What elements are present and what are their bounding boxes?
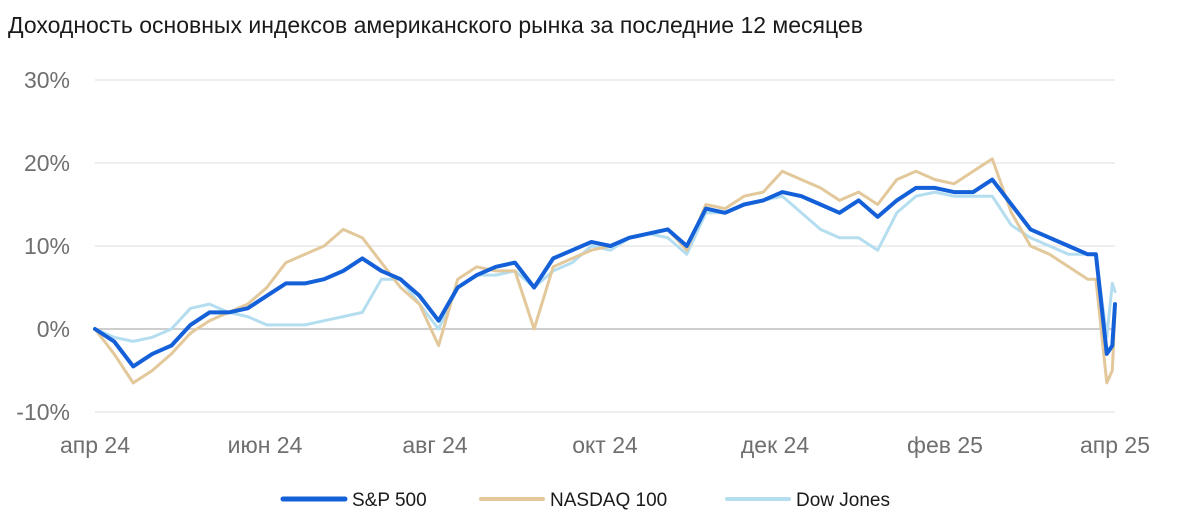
x-tick-label: фев 25 [907, 432, 983, 458]
y-tick-label: 30% [24, 67, 70, 93]
legend-label-nasdaq-100: NASDAQ 100 [550, 490, 667, 511]
x-tick-label: апр 24 [60, 432, 130, 458]
chart-title: Доходность основных индексов американско… [8, 12, 863, 38]
series-lines [93, 157, 1117, 385]
y-tick-label: 10% [24, 233, 70, 259]
y-tick-label: 0% [37, 316, 70, 342]
y-tick-label: -10% [16, 399, 70, 425]
series-line-dow-jones [93, 190, 1117, 343]
series-line-s-p-500 [93, 177, 1117, 369]
x-tick-label: окт 24 [572, 432, 638, 458]
x-tick-label: июн 24 [228, 432, 303, 458]
x-tick-label: апр 25 [1080, 432, 1150, 458]
x-tick-label: дек 24 [741, 432, 809, 458]
y-tick-label: 20% [24, 150, 70, 176]
x-axis-tick-labels: апр 24 июн 24 авг 24 окт 24 дек 24 фев 25 апр … [60, 432, 1150, 458]
y-axis-tick-labels: 30% 20% 10% 0% -10% [16, 67, 70, 425]
legend: S&P 500 NASDAQ 100 Dow Jones [280, 490, 890, 511]
legend-label-dow-jones: Dow Jones [796, 490, 890, 511]
legend-label-s-p-500: S&P 500 [352, 490, 427, 511]
x-tick-label: авг 24 [402, 432, 468, 458]
